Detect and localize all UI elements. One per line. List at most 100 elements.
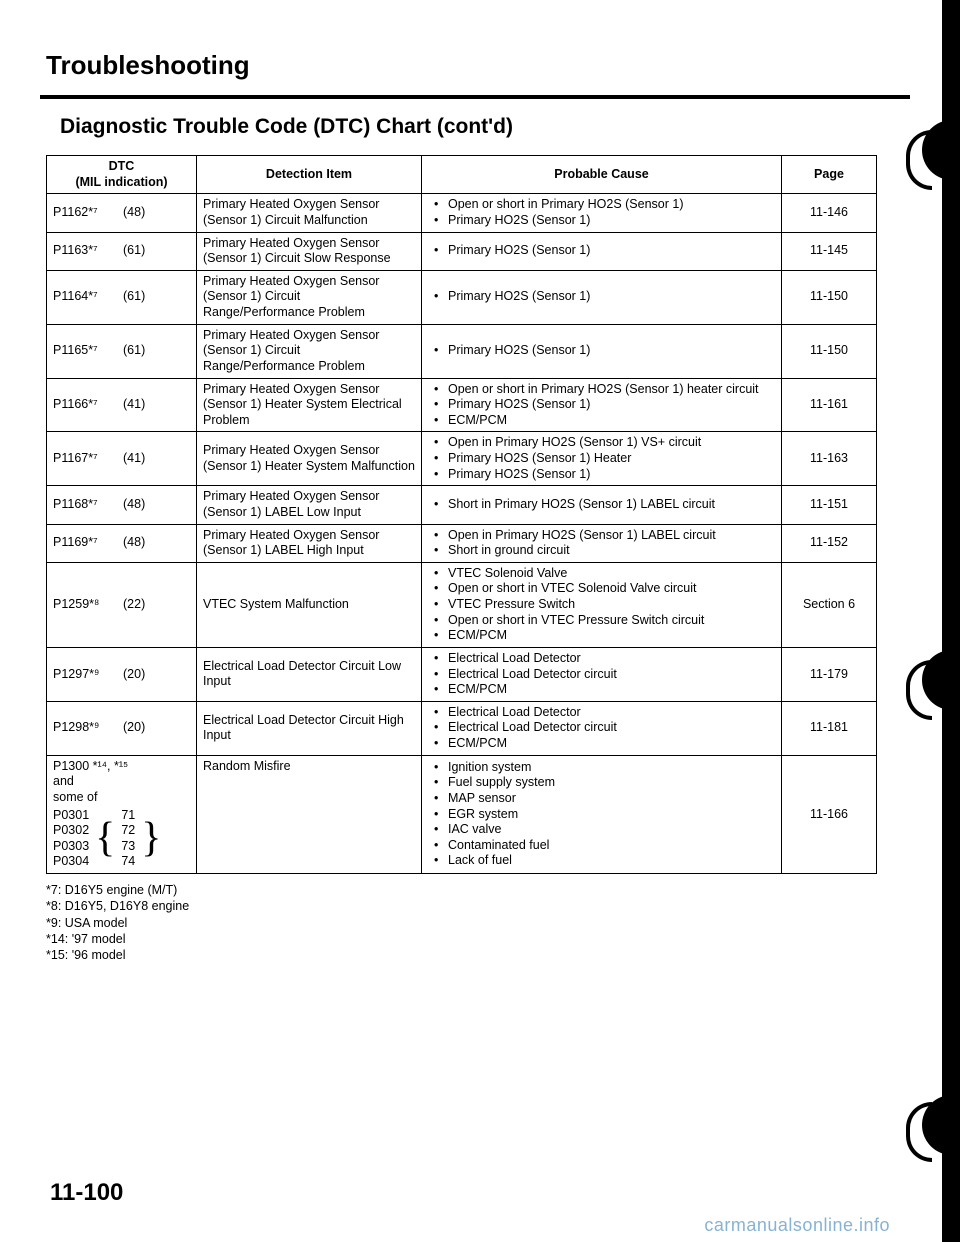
cause-item: Lack of fuel (440, 853, 775, 869)
probable-cause-list: Open in Primary HO2S (Sensor 1) LABEL ci… (428, 528, 775, 559)
table-row: P1259*⁸(22)VTEC System MalfunctionVTEC S… (47, 562, 877, 647)
cause-item: Primary HO2S (Sensor 1) Heater (440, 451, 775, 467)
probable-cause-list: Primary HO2S (Sensor 1) (428, 289, 775, 305)
detection-item: Primary Heated Oxygen Sensor (Sensor 1) … (197, 378, 422, 432)
dtc-subcode: P0303 (53, 839, 89, 855)
cause-item: ECM/PCM (440, 628, 775, 644)
cause-item: Primary HO2S (Sensor 1) (440, 343, 775, 359)
col-header-dtc: DTC(MIL indication) (47, 156, 197, 194)
brace-icon: } (141, 828, 161, 849)
detection-item: Electrical Load Detector Circuit High In… (197, 701, 422, 755)
footnote-line: *8: D16Y5, D16Y8 engine (46, 898, 910, 914)
cause-item: Open in Primary HO2S (Sensor 1) LABEL ci… (440, 528, 775, 544)
detection-item: Primary Heated Oxygen Sensor (Sensor 1) … (197, 324, 422, 378)
dtc-code: P1164*⁷ (53, 289, 123, 305)
mil-indication: (61) (123, 243, 163, 259)
mil-indication: (20) (123, 720, 163, 736)
page-ref: 11-179 (782, 647, 877, 701)
dtc-code: P1298*⁹ (53, 720, 123, 736)
dtc-code: P1168*⁷ (53, 497, 123, 513)
dtc-chart-table: DTC(MIL indication) Detection Item Proba… (46, 155, 877, 874)
cause-item: Contaminated fuel (440, 838, 775, 854)
page-ref: 11-161 (782, 378, 877, 432)
cause-item: Electrical Load Detector circuit (440, 720, 775, 736)
cause-item: Open or short in Primary HO2S (Sensor 1)… (440, 382, 775, 398)
mil-indication: (41) (123, 397, 163, 413)
page-ref: 11-146 (782, 194, 877, 232)
probable-cause-list: Primary HO2S (Sensor 1) (428, 343, 775, 359)
dtc-code: P1297*⁹ (53, 667, 123, 683)
page-title: Troubleshooting (46, 50, 910, 81)
table-row: P1298*⁹(20) Electrical Load Detector Circ… (47, 701, 877, 755)
table-row: P1169*⁷(48) Primary Heated Oxygen Sensor … (47, 524, 877, 562)
mil-indication: (48) (123, 497, 163, 513)
mil-indication: (48) (123, 205, 163, 221)
mil-indication: (41) (123, 451, 163, 467)
table-row: P1300 *¹⁴, *¹⁵ and some of P0301P0302P03… (47, 755, 877, 873)
page-ref: 11-150 (782, 324, 877, 378)
cause-item: Primary HO2S (Sensor 1) (440, 397, 775, 413)
dtc-code: P1169*⁷ (53, 535, 123, 551)
page-number: 11-100 (50, 1179, 123, 1207)
cause-item: Open in Primary HO2S (Sensor 1) VS+ circ… (440, 435, 775, 451)
cause-item: VTEC Pressure Switch (440, 597, 775, 613)
page-ref: 11-145 (782, 232, 877, 270)
probable-cause-list: Open or short in Primary HO2S (Sensor 1)… (428, 197, 775, 228)
cause-item: Primary HO2S (Sensor 1) (440, 243, 775, 259)
dtc-code: P1165*⁷ (53, 343, 123, 359)
cause-item: EGR system (440, 807, 775, 823)
col-header-cause: Probable Cause (422, 156, 782, 194)
probable-cause-list: Open or short in Primary HO2S (Sensor 1)… (428, 382, 775, 429)
dtc-code: P1162*⁷ (53, 205, 123, 221)
mil-subcode: 74 (121, 854, 135, 870)
mil-indication: (48) (123, 535, 163, 551)
divider (40, 95, 910, 99)
table-row: P1163*⁷(61) Primary Heated Oxygen Sensor … (47, 232, 877, 270)
cause-item: Primary HO2S (Sensor 1) (440, 467, 775, 483)
footnote-line: *14: '97 model (46, 931, 910, 947)
cause-item: Open or short in VTEC Solenoid Valve cir… (440, 581, 775, 597)
dtc-subcode: P0301 (53, 808, 89, 824)
dtc-code: P1300 *¹⁴, *¹⁵ (53, 759, 190, 775)
table-row: P1168*⁷(48) Primary Heated Oxygen Sensor … (47, 486, 877, 524)
table-row: P1165*⁷(61)Primary Heated Oxygen Sensor … (47, 324, 877, 378)
table-row: P1166*⁷(41) Primary Heated Oxygen Sensor … (47, 378, 877, 432)
detection-item: Primary Heated Oxygen Sensor (Sensor 1) … (197, 432, 422, 486)
table-row: P1297*⁹(20) Electrical Load Detector Circ… (47, 647, 877, 701)
dtc-code: P1163*⁷ (53, 243, 123, 259)
mil-indication: (22) (123, 597, 163, 613)
detection-item: Random Misfire (197, 755, 422, 873)
detection-item: VTEC System Malfunction (197, 562, 422, 647)
dtc-code: P1166*⁷ (53, 397, 123, 413)
page-ref: 11-150 (782, 270, 877, 324)
cause-item: Ignition system (440, 760, 775, 776)
cause-item: ECM/PCM (440, 413, 775, 429)
mil-subcode: 72 (121, 823, 135, 839)
mil-indication: (20) (123, 667, 163, 683)
probable-cause-list: Electrical Load DetectorElectrical Load … (428, 705, 775, 752)
cause-item: Short in ground circuit (440, 543, 775, 559)
mil-subcode: 73 (121, 839, 135, 855)
probable-cause-list: Ignition systemFuel supply systemMAP sen… (428, 760, 775, 869)
detection-item: Primary Heated Oxygen Sensor (Sensor 1) … (197, 486, 422, 524)
cause-item: Electrical Load Detector circuit (440, 667, 775, 683)
page-ref: 11-181 (782, 701, 877, 755)
cause-item: Open or short in VTEC Pressure Switch ci… (440, 613, 775, 629)
detection-item: Primary Heated Oxygen Sensor (Sensor 1) … (197, 524, 422, 562)
cause-item: VTEC Solenoid Valve (440, 566, 775, 582)
page-ref: 11-166 (782, 755, 877, 873)
probable-cause-list: VTEC Solenoid ValveOpen or short in VTEC… (428, 566, 775, 644)
cause-item: Fuel supply system (440, 775, 775, 791)
cause-item: Electrical Load Detector (440, 651, 775, 667)
table-row: P1164*⁷(61)Primary Heated Oxygen Sensor … (47, 270, 877, 324)
probable-cause-list: Open in Primary HO2S (Sensor 1) VS+ circ… (428, 435, 775, 482)
detection-item: Primary Heated Oxygen Sensor (Sensor 1) … (197, 270, 422, 324)
dtc-code: P1167*⁷ (53, 451, 123, 467)
page-ref: 11-163 (782, 432, 877, 486)
brace-icon: { (95, 828, 115, 849)
table-row: P1167*⁷(41) Primary Heated Oxygen Sensor … (47, 432, 877, 486)
detection-item: Electrical Load Detector Circuit Low Inp… (197, 647, 422, 701)
detection-item: Primary Heated Oxygen Sensor (Sensor 1) … (197, 232, 422, 270)
footnote-line: *15: '96 model (46, 947, 910, 963)
col-header-page: Page (782, 156, 877, 194)
